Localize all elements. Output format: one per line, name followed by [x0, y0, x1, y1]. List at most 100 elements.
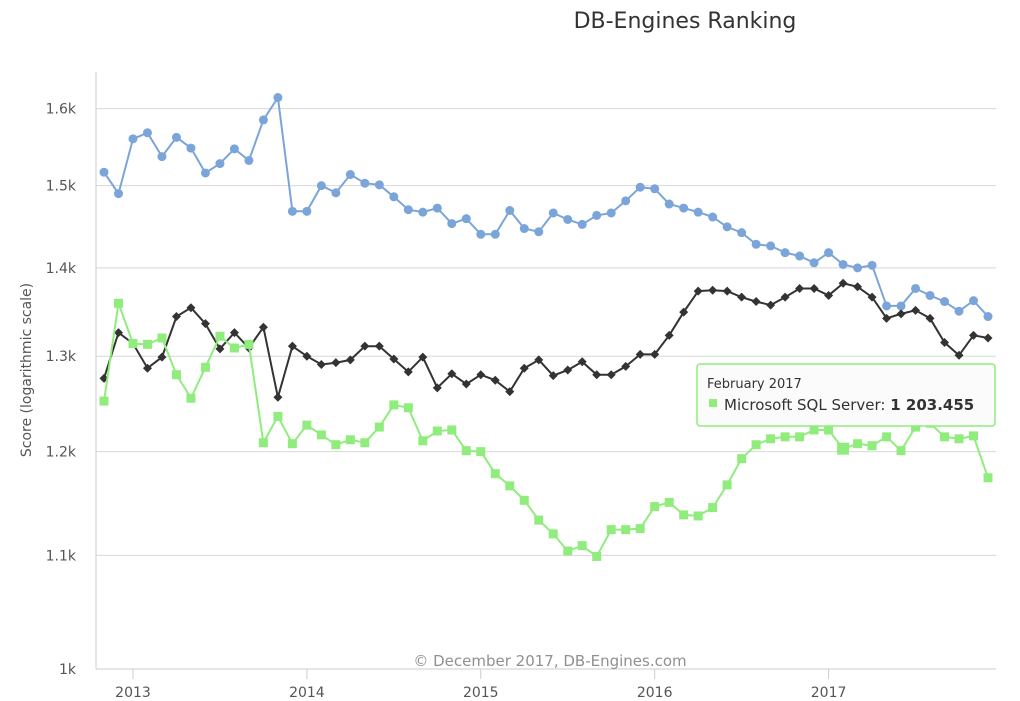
data-point	[664, 497, 674, 507]
y-tick-label: 1.4k	[46, 261, 77, 277]
data-point	[389, 192, 399, 202]
tooltip-date: February 2017	[707, 377, 802, 392]
data-point	[780, 432, 790, 442]
data-point	[809, 283, 819, 293]
data-point	[403, 367, 413, 377]
data-point	[360, 341, 370, 351]
x-tick-label: 2015	[463, 685, 499, 701]
data-point	[621, 361, 631, 371]
data-point	[287, 439, 297, 449]
data-point	[911, 283, 921, 293]
series-microsoft-sql-server	[99, 298, 993, 561]
data-point	[795, 283, 805, 293]
data-point	[229, 328, 239, 338]
data-point	[954, 434, 964, 444]
data-point	[780, 292, 790, 302]
data-point	[128, 134, 138, 144]
data-point	[476, 370, 486, 380]
series-line	[103, 94, 989, 318]
data-point	[447, 425, 457, 435]
data-point	[650, 502, 660, 512]
data-point	[200, 168, 210, 178]
data-point	[693, 207, 703, 217]
y-tick-label: 1.1k	[46, 548, 77, 564]
data-point	[896, 446, 906, 456]
series-line	[103, 302, 989, 558]
tooltip: February 2017 Microsoft SQL Server: 1 20…	[696, 363, 996, 427]
data-point	[766, 434, 776, 444]
data-point	[302, 420, 312, 430]
data-point	[534, 355, 544, 365]
y-tick-label: 1.5k	[46, 179, 77, 195]
chart-title: DB-Engines Ranking	[574, 9, 797, 34]
data-point	[447, 369, 457, 379]
data-point	[737, 228, 747, 238]
data-point	[606, 208, 616, 218]
x-tick-label: 2016	[637, 685, 673, 701]
data-point	[113, 328, 123, 338]
data-point	[838, 278, 848, 288]
data-point	[635, 182, 645, 192]
data-point	[563, 365, 573, 375]
data-point	[432, 426, 442, 436]
data-point	[302, 206, 312, 216]
data-point	[606, 370, 616, 380]
data-point	[99, 167, 109, 177]
data-point	[751, 239, 761, 249]
data-point	[244, 155, 254, 165]
data-point	[896, 301, 906, 311]
data-point	[925, 313, 935, 323]
data-point	[635, 349, 645, 359]
data-point	[621, 196, 631, 206]
data-point	[577, 219, 587, 229]
credit-text[interactable]: © December 2017, DB-Engines.com	[413, 652, 686, 670]
data-point	[200, 319, 210, 329]
data-point	[766, 241, 776, 251]
data-point	[693, 286, 703, 296]
data-point	[882, 313, 892, 323]
data-point	[853, 263, 863, 273]
data-point	[592, 370, 602, 380]
data-point	[592, 210, 602, 220]
data-point	[969, 431, 979, 441]
data-point	[447, 219, 457, 229]
data-point	[505, 206, 515, 216]
data-point	[258, 438, 268, 448]
data-point	[258, 115, 268, 125]
data-point	[113, 189, 123, 199]
data-point	[882, 432, 892, 442]
data-point	[171, 370, 181, 380]
data-point	[867, 260, 877, 270]
data-point	[418, 436, 428, 446]
data-point	[258, 322, 268, 332]
data-point	[635, 524, 645, 534]
data-point	[983, 333, 993, 343]
data-point	[563, 546, 573, 556]
data-point	[737, 292, 747, 302]
data-point	[519, 224, 529, 234]
data-point	[229, 343, 239, 353]
data-point	[215, 331, 225, 341]
data-point	[809, 258, 819, 268]
data-point	[679, 510, 689, 520]
data-point	[316, 430, 326, 440]
data-point	[142, 128, 152, 138]
data-point	[403, 403, 413, 413]
data-point	[360, 178, 370, 188]
data-point	[113, 298, 123, 308]
data-point	[389, 354, 399, 364]
data-point	[795, 432, 805, 442]
data-point	[911, 305, 921, 315]
data-point	[229, 144, 239, 154]
data-point	[925, 290, 935, 300]
data-point	[708, 285, 718, 295]
data-point	[824, 248, 834, 258]
data-point	[780, 248, 790, 258]
data-point	[940, 338, 950, 348]
data-point	[954, 350, 964, 360]
data-point	[650, 184, 660, 194]
data-point	[345, 435, 355, 445]
tooltip-content: Microsoft SQL Server: 1 203.455	[724, 396, 974, 414]
data-point	[824, 425, 834, 435]
x-tick-label: 2013	[115, 685, 151, 701]
